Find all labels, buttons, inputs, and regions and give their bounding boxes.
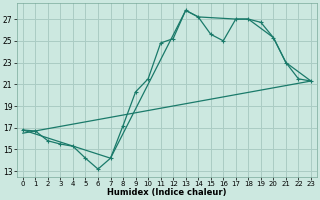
X-axis label: Humidex (Indice chaleur): Humidex (Indice chaleur)	[107, 188, 227, 197]
